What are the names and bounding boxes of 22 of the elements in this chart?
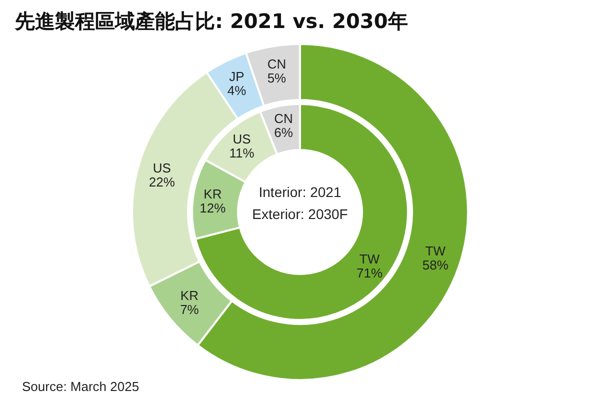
slice-label: TW (359, 251, 380, 266)
source-note: Source: March 2025 (22, 379, 140, 394)
slice-label: CN (267, 56, 286, 72)
slice-label: JP (229, 69, 244, 84)
data-label: 22% (148, 174, 176, 190)
data-label: 12% (200, 200, 226, 216)
data-label: 5% (267, 70, 287, 86)
data-label: 71% (356, 265, 383, 280)
slice-label: KR (204, 186, 222, 202)
data-label: 7% (180, 302, 200, 318)
data-label: 58% (422, 257, 449, 272)
slice-label: CN (274, 111, 293, 126)
data-label: 4% (227, 83, 247, 98)
text: Interior: 2021 (258, 184, 342, 200)
data-label: 6% (274, 125, 294, 140)
data-label: 11% (229, 145, 255, 160)
chart-title: 先進製程區域產能占比: 2021 vs. 2030年 (14, 9, 408, 33)
text: Exterior: 2030F (252, 206, 348, 222)
slice-label: US (232, 131, 252, 146)
slice-label: KR (180, 288, 198, 304)
slice-label: US (152, 160, 172, 176)
slice-label: TW (425, 243, 446, 258)
